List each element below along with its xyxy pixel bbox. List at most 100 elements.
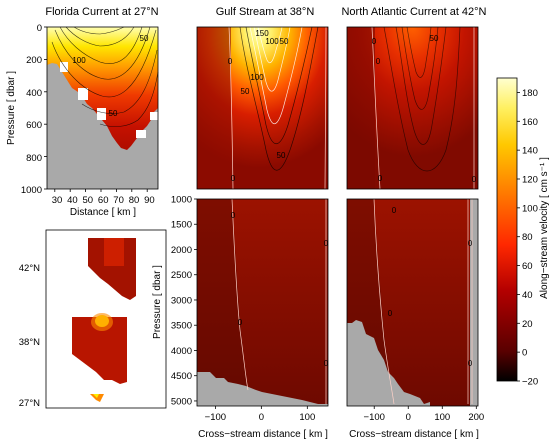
gulf-lower-contour-label-0d: 0 [324,359,329,368]
gulf-lower-xtick-label: 100 [299,412,315,423]
nac-upper-contour-label-0b: 0 [376,57,381,66]
nac-lower-xtick-label: −100 [364,412,385,423]
gulf-title: Gulf Stream at 38°N [216,6,315,18]
gulf-lower-ytick-label: 4500 [171,371,192,382]
gulf-upper-contour-label-50: 50 [280,37,289,46]
colorbar-gradient [496,77,518,382]
gulf-lower-contour-label-0: 0 [231,211,236,220]
gulf-lower-ytick-label: 5000 [171,396,192,407]
gulf-lower-ytick-label: 2000 [171,245,192,256]
nac-lower-xlabel: Cross−stream distance [ km ] [349,429,479,440]
florida-xtick-label: 40 [67,195,78,206]
gulf-lower-xtick-label: −100 [205,412,226,423]
florida-ytick-label: 0 [37,23,42,34]
gulf-upper-contour-label-0b: 0 [231,174,236,183]
inset-label-38n: 38°N [19,337,40,348]
nac-title: North Atlantic Current at 42°N [341,6,486,18]
florida-title: Florida Current at 27°N [45,6,158,18]
florida-contour-label-100: 100 [72,56,86,65]
nac-lower-contour-label-0c: 0 [388,309,393,318]
florida-xlabel: Distance [ km ] [70,207,136,218]
colorbar-tick-label: 100 [522,203,538,214]
gulf-lower-xlabel: Cross−stream distance [ km ] [198,429,328,440]
gulf-lower-ylabel: Pressure [ dbar ] [152,265,163,339]
florida-contour-label-50b: 50 [109,109,118,118]
florida-ylabel: Pressure [ dbar ] [6,71,17,145]
nac-lower-xtick-label: 0 [406,412,411,423]
florida-ytick-label: 400 [26,88,42,99]
gulf-lower-xticks: −100 0 100 [205,406,315,423]
gulf-upper-contour-label-50c: 50 [277,151,286,160]
gulf-lower-ytick-label: 2500 [171,270,192,281]
gulf-lower-velocity-field [197,199,328,406]
florida-panel: 50 100 50 0 200 400 600 800 1000 30 40 5… [6,23,159,218]
florida-white-gaps [60,62,158,138]
colorbar-tick-label: 160 [522,117,538,128]
nac-lower-xtick-label: 200 [468,412,484,423]
inset-locator: 42°N 38°N 27°N [19,229,167,409]
nac-upper-contour-label-0c: 0 [472,175,477,184]
florida-xtick-label: 80 [129,195,140,206]
gulf-upper-contour-label-150: 150 [255,29,269,38]
gulf-lower-ytick-label: 3000 [171,295,192,306]
nac-lower-contour-label-0d: 0 [468,359,473,368]
colorbar-label: Along−stream velocity [ cm s⁻¹ ] [539,157,550,299]
gulf-lower-ytick-label: 1500 [171,220,192,231]
colorbar-tick-label: 20 [522,319,533,330]
colorbar-tick-label: 180 [522,88,538,99]
nac-lower-contour-label-0: 0 [392,206,397,215]
nac-lower-contour-label-0b: 0 [468,239,473,248]
florida-xtick-label: 90 [144,195,155,206]
gulf-lower-contour-label-0c: 0 [238,318,243,327]
nac-upper-contour-label-0d: 0 [378,174,383,183]
inset-label-27n: 27°N [19,398,40,409]
gulf-lower-ytick-label: 1000 [171,195,192,206]
colorbar-tick-label: 40 [522,290,533,301]
florida-xtick-label: 60 [98,195,109,206]
gulf-lower-yticks: 1000 1500 2000 2500 3000 3500 4000 4500 5000 [171,195,197,407]
florida-xtick-label: 50 [83,195,94,206]
florida-bathymetry [47,63,158,189]
florida-contours [51,26,159,127]
florida-xtick-label: 70 [113,195,124,206]
gulf-lower-panel: 0 0 0 0 10001500200025003000350040004500… [152,195,329,441]
gulf-lower-bathymetry [197,372,328,406]
gulf-lower-ytick-label: 4000 [171,346,192,357]
gulf-upper-panel: 0 50 100 150 50 100 50 0 [196,26,329,190]
nac-lower-bathymetry [347,320,430,406]
gulf-lower-contour-label-0b: 0 [324,239,329,248]
colorbar-tick-label: 140 [522,146,538,157]
florida-contour-label-50a: 50 [140,34,149,43]
nac-lower-panel: 0 0 0 0 −100 0 100 200 Cross−stream distanc… [346,198,484,440]
colorbar-tick-label: 80 [522,232,533,243]
nac-upper-contour-label-50: 50 [430,34,439,43]
inset-section-38n [72,317,127,384]
gulf-upper-contour-label-0: 0 [228,57,233,66]
florida-xticks [54,189,148,192]
gulf-lower-xtick-label: 0 [259,412,264,423]
gulf-upper-contours [228,26,327,190]
gulf-lower-ytick-label: 3500 [171,321,192,332]
gulf-upper-contour-label-100b: 100 [250,73,264,82]
colorbar-tick-label: 60 [522,261,533,272]
inset-label-42n: 42°N [19,263,40,274]
nac-upper-contours [371,26,475,190]
florida-xtick-label: 30 [52,195,63,206]
colorbar-tick-label: 120 [522,175,538,186]
colorbar-tick-label: 0 [522,348,527,359]
gulf-upper-contour-label-100: 100 [265,37,279,46]
florida-yticks [44,26,47,190]
florida-ytick-label: 800 [26,153,42,164]
nac-lower-xtick-label: 100 [434,412,450,423]
colorbar: −20 0 20 40 60 80 100 120 140 160 180 Along−stream… [496,77,550,388]
florida-ytick-label: 200 [26,55,42,66]
florida-ytick-label: 1000 [21,185,42,196]
nac-upper-panel: 0 50 0 0 0 [346,26,479,190]
nac-lower-xticks: −100 0 100 200 [364,406,484,423]
gulf-upper-contour-label-50b: 50 [241,87,250,96]
colorbar-tick-label: −20 [522,377,538,388]
nac-upper-contour-label-0: 0 [372,37,377,46]
colorbar-ticks: −20 0 20 40 60 80 100 120 140 160 180 [517,88,538,388]
florida-ytick-label: 600 [26,120,42,131]
